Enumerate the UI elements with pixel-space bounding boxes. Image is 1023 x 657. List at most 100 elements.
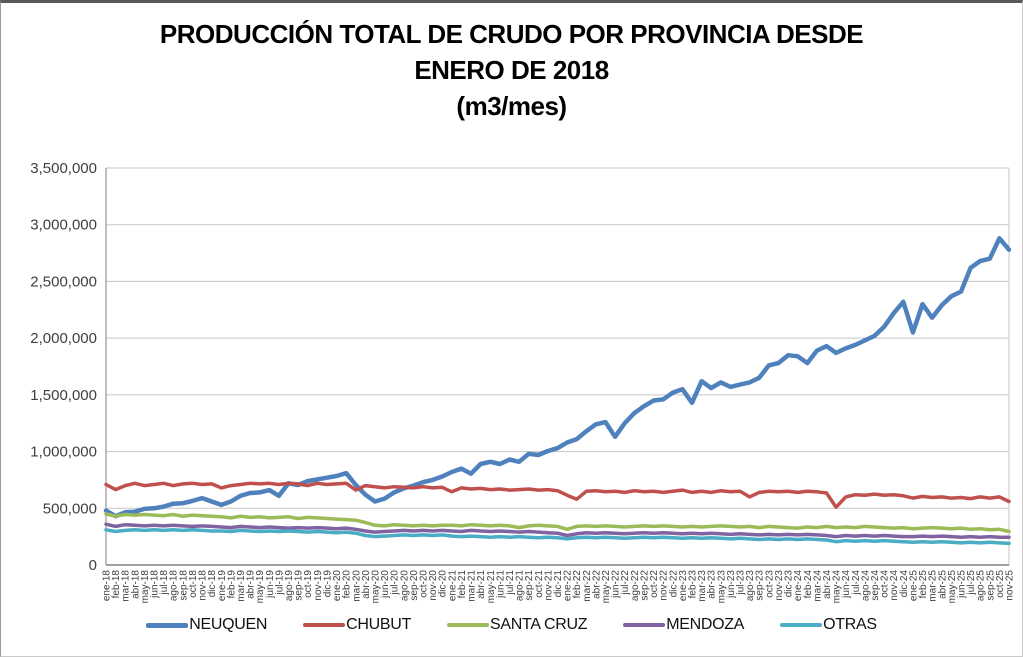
svg-text:oct-24: oct-24 xyxy=(880,570,891,598)
svg-text:ene-23: ene-23 xyxy=(678,570,689,602)
series-line-santa-cruz xyxy=(104,512,1011,534)
svg-text:ago-22: ago-22 xyxy=(630,570,641,602)
svg-text:nov-25: nov-25 xyxy=(1005,570,1016,601)
svg-text:may-19: may-19 xyxy=(255,570,266,604)
legend-swatch xyxy=(780,623,823,627)
svg-text:jun-21: jun-21 xyxy=(495,570,506,599)
legend-label: NEUQUEN xyxy=(189,616,268,633)
legend-item-chubut: CHUBUT xyxy=(303,616,411,634)
svg-text:feb-23: feb-23 xyxy=(687,570,698,599)
legend-item-santa-cruz: SANTA CRUZ xyxy=(447,616,588,634)
svg-text:nov-18: nov-18 xyxy=(198,570,209,601)
chart-svg: 0 500,000 1,000,000 1,500,000 2,000,000 2,500… xyxy=(30,160,1016,604)
svg-text:1,000,000: 1,000,000 xyxy=(30,444,97,461)
legend-label: SANTA CRUZ xyxy=(490,616,588,633)
svg-text:ene-20: ene-20 xyxy=(332,570,343,602)
svg-text:may-23: may-23 xyxy=(716,570,727,604)
y-axis-labels: 0 500,000 1,000,000 1,500,000 2,000,000 2,500… xyxy=(30,160,97,574)
chart-title: PRODUCCIÓN TOTAL DE CRUDO POR PROVINCIA … xyxy=(1,17,1022,125)
svg-text:0: 0 xyxy=(89,557,97,574)
legend-swatch xyxy=(146,622,189,628)
svg-text:ago-18: ago-18 xyxy=(169,570,180,602)
svg-text:dic-20: dic-20 xyxy=(438,570,449,598)
svg-text:ene-18: ene-18 xyxy=(102,570,113,602)
svg-text:ago-20: ago-20 xyxy=(399,570,410,602)
svg-text:jul-20: jul-20 xyxy=(390,570,401,596)
svg-text:mar-21: mar-21 xyxy=(467,570,478,602)
svg-text:jun-19: jun-19 xyxy=(265,570,276,599)
svg-text:mar-19: mar-19 xyxy=(236,570,247,602)
svg-text:mar-23: mar-23 xyxy=(697,570,708,602)
svg-text:oct-19: oct-19 xyxy=(303,570,314,598)
legend-label: OTRAS xyxy=(823,616,877,633)
svg-text:jun-20: jun-20 xyxy=(380,570,391,599)
svg-text:nov-20: nov-20 xyxy=(428,570,439,601)
svg-text:sep-23: sep-23 xyxy=(755,570,766,601)
svg-text:ene-25: ene-25 xyxy=(908,570,919,602)
svg-text:feb-21: feb-21 xyxy=(457,570,468,599)
legend-item-otras: OTRAS xyxy=(780,616,877,634)
svg-text:feb-22: feb-22 xyxy=(572,570,583,599)
svg-text:sep-19: sep-19 xyxy=(294,570,305,601)
svg-text:ago-21: ago-21 xyxy=(515,570,526,602)
legend-item-mendoza: MENDOZA xyxy=(623,616,744,634)
series-line-mendoza xyxy=(104,522,1011,539)
svg-text:nov-21: nov-21 xyxy=(543,570,554,601)
series-line-neuquen xyxy=(103,236,1012,519)
svg-text:may-22: may-22 xyxy=(601,570,612,604)
svg-text:3,500,000: 3,500,000 xyxy=(30,160,97,177)
svg-text:may-20: may-20 xyxy=(370,570,381,604)
svg-text:abr-19: abr-19 xyxy=(246,570,257,599)
svg-text:ago-19: ago-19 xyxy=(284,570,295,602)
svg-text:jul-22: jul-22 xyxy=(620,570,631,596)
chart-title-line2: ENERO DE 2018 xyxy=(414,54,609,85)
svg-text:sep-18: sep-18 xyxy=(178,570,189,601)
svg-text:sep-25: sep-25 xyxy=(985,570,996,601)
svg-text:dic-22: dic-22 xyxy=(668,570,679,598)
chart-title-line3: (m3/mes) xyxy=(456,90,567,121)
svg-text:jul-25: jul-25 xyxy=(966,570,977,596)
svg-text:feb-24: feb-24 xyxy=(803,570,814,599)
svg-text:jun-18: jun-18 xyxy=(150,570,161,599)
chart-title-line1: PRODUCCIÓN TOTAL DE CRUDO POR PROVINCIA … xyxy=(159,19,864,49)
svg-text:mar-24: mar-24 xyxy=(812,570,823,602)
svg-text:jun-22: jun-22 xyxy=(611,570,622,599)
svg-text:feb-25: feb-25 xyxy=(918,570,929,599)
svg-text:dic-19: dic-19 xyxy=(322,570,333,598)
svg-text:jul-19: jul-19 xyxy=(274,570,285,596)
svg-text:jul-18: jul-18 xyxy=(159,570,170,596)
svg-text:1,500,000: 1,500,000 xyxy=(30,387,97,404)
svg-text:dic-24: dic-24 xyxy=(899,570,910,598)
svg-text:mar-18: mar-18 xyxy=(121,570,132,602)
svg-text:abr-20: abr-20 xyxy=(361,570,372,599)
svg-text:oct-23: oct-23 xyxy=(764,570,775,598)
svg-text:sep-24: sep-24 xyxy=(870,570,881,601)
svg-text:ene-24: ene-24 xyxy=(793,570,804,602)
svg-text:abr-18: abr-18 xyxy=(130,570,141,599)
svg-text:ago-24: ago-24 xyxy=(860,570,871,602)
svg-text:oct-21: oct-21 xyxy=(534,570,545,598)
svg-text:jul-21: jul-21 xyxy=(505,570,516,596)
legend-swatch xyxy=(447,623,490,627)
axes xyxy=(105,168,1010,566)
svg-text:oct-22: oct-22 xyxy=(649,570,660,598)
svg-text:sep-20: sep-20 xyxy=(409,570,420,601)
svg-text:oct-20: oct-20 xyxy=(419,570,430,598)
svg-text:sep-22: sep-22 xyxy=(639,570,650,601)
svg-text:may-25: may-25 xyxy=(947,570,958,604)
legend-swatch xyxy=(623,623,666,627)
svg-text:500,000: 500,000 xyxy=(43,500,97,517)
legend-item-neuquen: NEUQUEN xyxy=(146,616,267,634)
svg-text:2,500,000: 2,500,000 xyxy=(30,273,97,290)
svg-text:mar-20: mar-20 xyxy=(351,570,362,602)
x-axis-labels: ene-18feb-18mar-18abr-18may-18jun-18jul-… xyxy=(102,570,1016,604)
chart-legend: NEUQUEN CHUBUT SANTA CRUZ MENDOZA OTRAS xyxy=(1,616,1022,634)
series-line-otras xyxy=(104,528,1011,546)
svg-text:may-24: may-24 xyxy=(832,570,843,604)
y-gridlines xyxy=(106,167,1009,509)
svg-text:ago-25: ago-25 xyxy=(976,570,987,602)
svg-text:abr-22: abr-22 xyxy=(591,570,602,599)
svg-text:nov-19: nov-19 xyxy=(313,570,324,601)
svg-text:ene-22: ene-22 xyxy=(563,570,574,602)
svg-text:3,000,000: 3,000,000 xyxy=(30,217,97,234)
